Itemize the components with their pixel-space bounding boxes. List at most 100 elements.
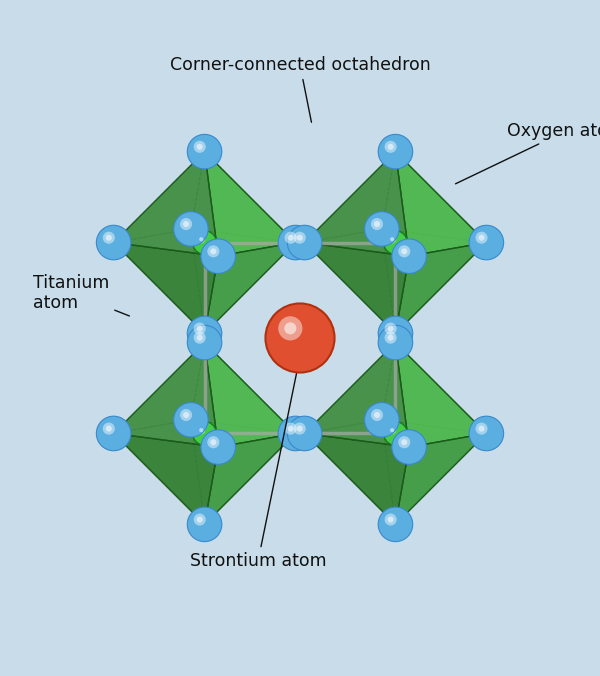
Polygon shape bbox=[205, 151, 295, 256]
Polygon shape bbox=[305, 229, 395, 333]
Polygon shape bbox=[191, 343, 295, 433]
Circle shape bbox=[97, 416, 131, 451]
Circle shape bbox=[197, 144, 203, 150]
Circle shape bbox=[401, 248, 407, 254]
Circle shape bbox=[378, 135, 413, 169]
Circle shape bbox=[388, 426, 396, 434]
Circle shape bbox=[398, 245, 410, 258]
Circle shape bbox=[103, 422, 115, 435]
Circle shape bbox=[385, 322, 397, 335]
Circle shape bbox=[173, 212, 208, 246]
Circle shape bbox=[208, 436, 220, 448]
Circle shape bbox=[388, 326, 394, 332]
Circle shape bbox=[371, 218, 383, 230]
Circle shape bbox=[193, 231, 217, 254]
Circle shape bbox=[390, 428, 394, 432]
Circle shape bbox=[383, 422, 407, 445]
Polygon shape bbox=[113, 151, 218, 256]
Polygon shape bbox=[395, 151, 487, 256]
Circle shape bbox=[194, 141, 206, 153]
Circle shape bbox=[103, 232, 115, 244]
Circle shape bbox=[385, 332, 397, 344]
Polygon shape bbox=[205, 433, 295, 525]
Polygon shape bbox=[113, 420, 205, 525]
Text: Strontium atom: Strontium atom bbox=[190, 374, 326, 570]
Circle shape bbox=[374, 221, 380, 227]
Circle shape bbox=[201, 239, 235, 274]
Circle shape bbox=[378, 316, 413, 351]
Polygon shape bbox=[205, 243, 295, 333]
Polygon shape bbox=[305, 243, 409, 333]
Circle shape bbox=[374, 412, 380, 418]
Polygon shape bbox=[395, 433, 487, 525]
Circle shape bbox=[296, 235, 303, 241]
Circle shape bbox=[398, 436, 410, 448]
Polygon shape bbox=[382, 229, 487, 333]
Polygon shape bbox=[205, 343, 295, 447]
Circle shape bbox=[475, 422, 488, 435]
Polygon shape bbox=[305, 420, 395, 525]
Circle shape bbox=[193, 422, 217, 445]
Circle shape bbox=[197, 335, 203, 341]
Circle shape bbox=[383, 231, 407, 254]
Circle shape bbox=[180, 409, 192, 421]
Circle shape bbox=[388, 144, 394, 150]
Polygon shape bbox=[382, 151, 487, 243]
Circle shape bbox=[194, 332, 206, 344]
Circle shape bbox=[293, 422, 306, 435]
Circle shape bbox=[401, 439, 407, 445]
Circle shape bbox=[183, 221, 189, 227]
Circle shape bbox=[475, 232, 488, 244]
Circle shape bbox=[194, 514, 206, 525]
Polygon shape bbox=[305, 343, 409, 447]
Circle shape bbox=[197, 235, 205, 243]
Polygon shape bbox=[113, 229, 205, 333]
Circle shape bbox=[392, 430, 427, 464]
Circle shape bbox=[199, 237, 203, 241]
Circle shape bbox=[287, 235, 293, 241]
Circle shape bbox=[278, 316, 302, 341]
Circle shape bbox=[208, 245, 220, 258]
Polygon shape bbox=[395, 343, 487, 447]
Polygon shape bbox=[113, 343, 205, 433]
Circle shape bbox=[371, 409, 383, 421]
Polygon shape bbox=[191, 229, 295, 333]
Polygon shape bbox=[113, 243, 218, 333]
Circle shape bbox=[284, 322, 296, 335]
Circle shape bbox=[187, 507, 222, 541]
Circle shape bbox=[469, 225, 503, 260]
Polygon shape bbox=[305, 151, 409, 256]
Polygon shape bbox=[191, 151, 295, 243]
Circle shape bbox=[388, 516, 394, 523]
Circle shape bbox=[194, 322, 206, 335]
Circle shape bbox=[469, 416, 503, 451]
Circle shape bbox=[201, 430, 235, 464]
Polygon shape bbox=[113, 433, 218, 525]
Text: Corner-connected octahedron: Corner-connected octahedron bbox=[170, 56, 430, 122]
Circle shape bbox=[197, 516, 203, 523]
Circle shape bbox=[385, 141, 397, 153]
Circle shape bbox=[378, 325, 413, 360]
Circle shape bbox=[106, 426, 112, 432]
Circle shape bbox=[287, 416, 322, 451]
Circle shape bbox=[293, 232, 306, 244]
Polygon shape bbox=[113, 343, 218, 447]
Polygon shape bbox=[382, 343, 487, 433]
Circle shape bbox=[187, 135, 222, 169]
Circle shape bbox=[211, 439, 217, 445]
Circle shape bbox=[479, 235, 485, 241]
Circle shape bbox=[385, 514, 397, 525]
Circle shape bbox=[284, 422, 296, 435]
Circle shape bbox=[365, 212, 399, 246]
Circle shape bbox=[187, 316, 222, 351]
Circle shape bbox=[392, 239, 427, 274]
Circle shape bbox=[197, 326, 203, 332]
Polygon shape bbox=[305, 151, 395, 243]
Circle shape bbox=[278, 416, 313, 451]
Circle shape bbox=[211, 248, 217, 254]
Circle shape bbox=[296, 426, 303, 432]
Circle shape bbox=[97, 225, 131, 260]
Circle shape bbox=[284, 232, 296, 244]
Circle shape bbox=[278, 225, 313, 260]
Circle shape bbox=[388, 335, 394, 341]
